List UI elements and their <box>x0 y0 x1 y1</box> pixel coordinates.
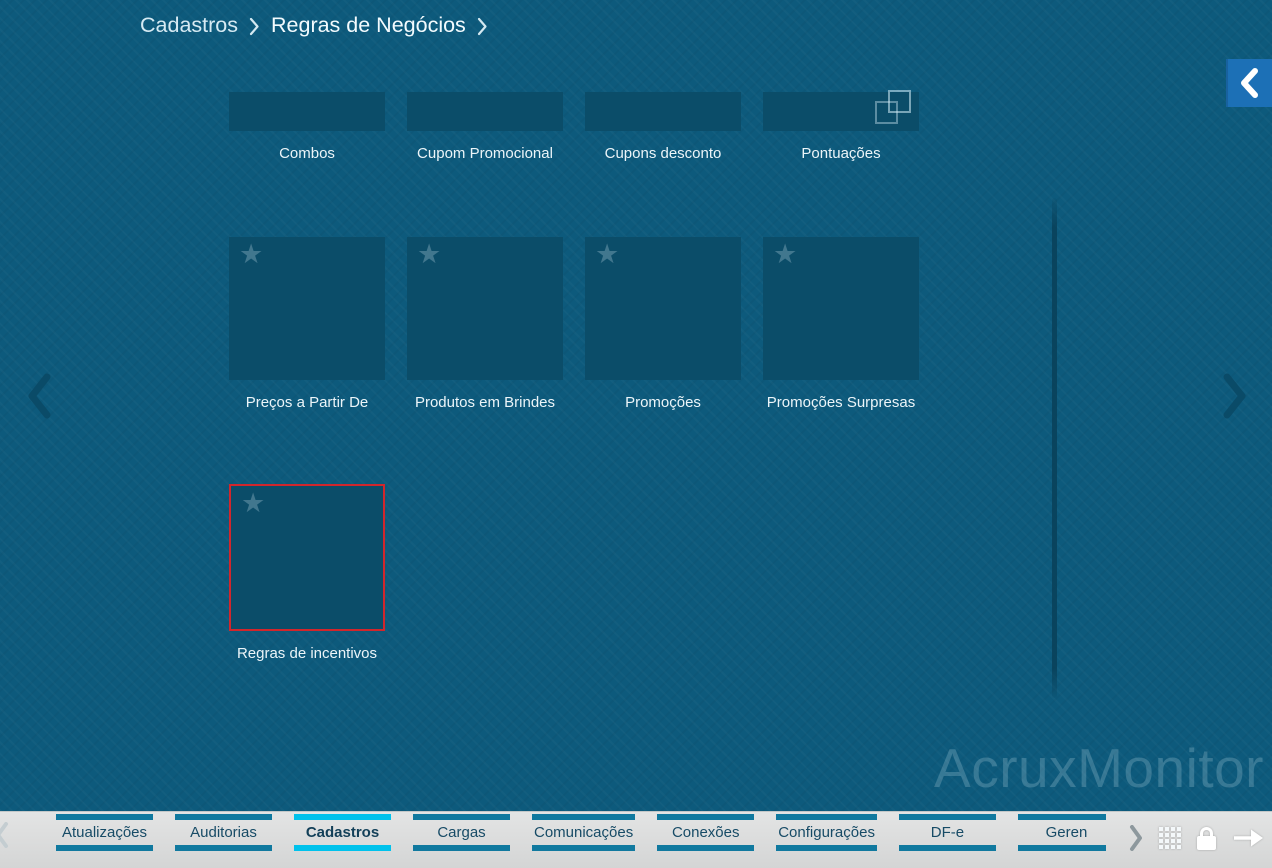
item-accent-bar <box>532 845 636 851</box>
item-accent-bar <box>898 845 996 851</box>
vertical-scrollbar[interactable] <box>1052 198 1057 698</box>
item-accent-bar <box>175 814 272 820</box>
tile-label: Combos <box>279 145 335 162</box>
item-accent-bar <box>413 845 510 851</box>
tile-label: Preços a Partir De <box>245 394 369 411</box>
item-accent-bar <box>776 814 877 820</box>
bottombar-item-cadastros[interactable]: Cadastros <box>294 814 391 851</box>
item-accent-bar <box>413 814 510 820</box>
bottom-menu-bar: Atualizações Auditorias Cadastros Cargas… <box>0 811 1272 868</box>
tile-cupom-promocional[interactable]: Cupom Promocional <box>407 92 563 166</box>
tile-image[interactable] <box>407 92 563 131</box>
tile-cupons-desconto[interactable]: Cupons desconto <box>585 92 741 166</box>
menu-scroll-right-icon[interactable] <box>1129 825 1143 851</box>
tile-label: Produtos em Brindes <box>414 394 556 411</box>
tile-row-1: Combos Cupom Promocional Cupons desconto… <box>229 90 919 166</box>
breadcrumb-separator-icon <box>249 17 259 36</box>
bottombar-item-configuracoes[interactable]: Configurações <box>776 814 877 851</box>
menu-item-label: Atualizações <box>61 824 148 841</box>
tile-label: Pontuações <box>801 145 881 162</box>
tile-row-3: ★ Regras de incentivos <box>229 484 385 666</box>
item-accent-bar <box>657 845 755 851</box>
bottombar-item-auditorias[interactable]: Auditorias <box>175 814 272 851</box>
chevron-left-icon <box>1241 68 1258 98</box>
tile-promocoes-surpresas[interactable]: ★ Promoções Surpresas <box>763 237 919 415</box>
tile-image[interactable]: ★ <box>407 237 563 380</box>
item-accent-bar <box>1017 845 1106 851</box>
item-accent-bar <box>56 814 153 820</box>
collapse-panel-button[interactable] <box>1226 59 1272 107</box>
menu-scroll-left-icon[interactable] <box>0 822 9 853</box>
item-accent-bar <box>175 845 272 851</box>
menu-item-label: Cargas <box>437 824 486 841</box>
bottombar-item-gerenciamento[interactable]: Geren <box>1017 814 1106 851</box>
favorite-star-icon: ★ <box>773 239 798 269</box>
tile-image-selected[interactable]: ★ <box>229 484 385 631</box>
breadcrumb: Cadastros Regras de Negócios <box>140 13 488 38</box>
lock-icon[interactable] <box>1197 826 1216 850</box>
apps-grid-icon[interactable] <box>1159 827 1181 849</box>
bottombar-item-comunicacoes[interactable]: Comunicações <box>532 814 636 851</box>
tile-pontuacoes[interactable]: Pontuações <box>763 90 919 166</box>
favorite-star-icon: ★ <box>239 239 264 269</box>
page-right-chevron-icon[interactable] <box>1222 373 1248 424</box>
brand-watermark: AcruxMonitor <box>934 737 1264 799</box>
breadcrumb-separator-icon <box>477 17 487 36</box>
item-accent-bar <box>1017 814 1106 820</box>
item-accent-bar <box>776 845 877 851</box>
exit-arrow-icon[interactable] <box>1232 827 1264 849</box>
bottombar-item-conexoes[interactable]: Conexões <box>657 814 755 851</box>
tile-image[interactable] <box>763 90 919 131</box>
item-accent-bar <box>294 845 391 851</box>
item-accent-bar <box>56 845 153 851</box>
tile-label: Promoções Surpresas <box>766 394 916 411</box>
bottombar-controls <box>1129 821 1264 855</box>
tile-promocoes[interactable]: ★ Promoções <box>585 237 741 415</box>
item-accent-bar <box>294 814 391 820</box>
tile-row-2: ★ Preços a Partir De ★ Produtos em Brind… <box>229 237 919 415</box>
menu-item-label: Conexões <box>671 824 740 841</box>
menu-strip: Atualizações Auditorias Cadastros Cargas… <box>0 814 1106 851</box>
breadcrumb-item-cadastros[interactable]: Cadastros <box>140 13 238 37</box>
bottombar-item-dfe[interactable]: DF-e <box>898 814 996 851</box>
tile-image[interactable] <box>585 92 741 131</box>
item-accent-bar <box>532 814 636 820</box>
favorite-star-icon: ★ <box>595 239 620 269</box>
page-left-chevron-icon[interactable] <box>26 373 52 424</box>
tile-label: Cupom Promocional <box>417 145 553 162</box>
menu-item-label: Comunicações <box>534 824 634 841</box>
menu-item-label: Configurações <box>778 824 875 841</box>
tile-precos-a-partir-de[interactable]: ★ Preços a Partir De <box>229 237 385 415</box>
tile-produtos-em-brindes[interactable]: ★ Produtos em Brindes <box>407 237 563 415</box>
breadcrumb-item-regras-de-negocios[interactable]: Regras de Negócios <box>271 13 466 37</box>
menu-item-label: Geren <box>1045 824 1088 841</box>
tile-label: Cupons desconto <box>604 145 722 162</box>
tile-combos[interactable]: Combos <box>229 92 385 166</box>
favorite-star-icon: ★ <box>241 488 266 518</box>
menu-item-label: Auditorias <box>190 824 257 841</box>
tile-label: Promoções <box>625 394 701 411</box>
tile-regras-de-incentivos[interactable]: ★ Regras de incentivos <box>229 484 385 666</box>
menu-item-label: Cadastros <box>305 824 380 841</box>
tile-image[interactable]: ★ <box>763 237 919 380</box>
tile-image[interactable]: ★ <box>585 237 741 380</box>
item-accent-bar <box>657 814 755 820</box>
overlapping-squares-icon <box>875 90 911 124</box>
item-accent-bar <box>898 814 996 820</box>
tile-label: Regras de incentivos <box>236 645 378 662</box>
tile-image[interactable]: ★ <box>229 237 385 380</box>
menu-item-label: DF-e <box>930 824 965 841</box>
favorite-star-icon: ★ <box>417 239 442 269</box>
bottombar-item-cargas[interactable]: Cargas <box>413 814 510 851</box>
tile-image[interactable] <box>229 92 385 131</box>
bottombar-item-atualizacoes[interactable]: Atualizações <box>56 814 153 851</box>
